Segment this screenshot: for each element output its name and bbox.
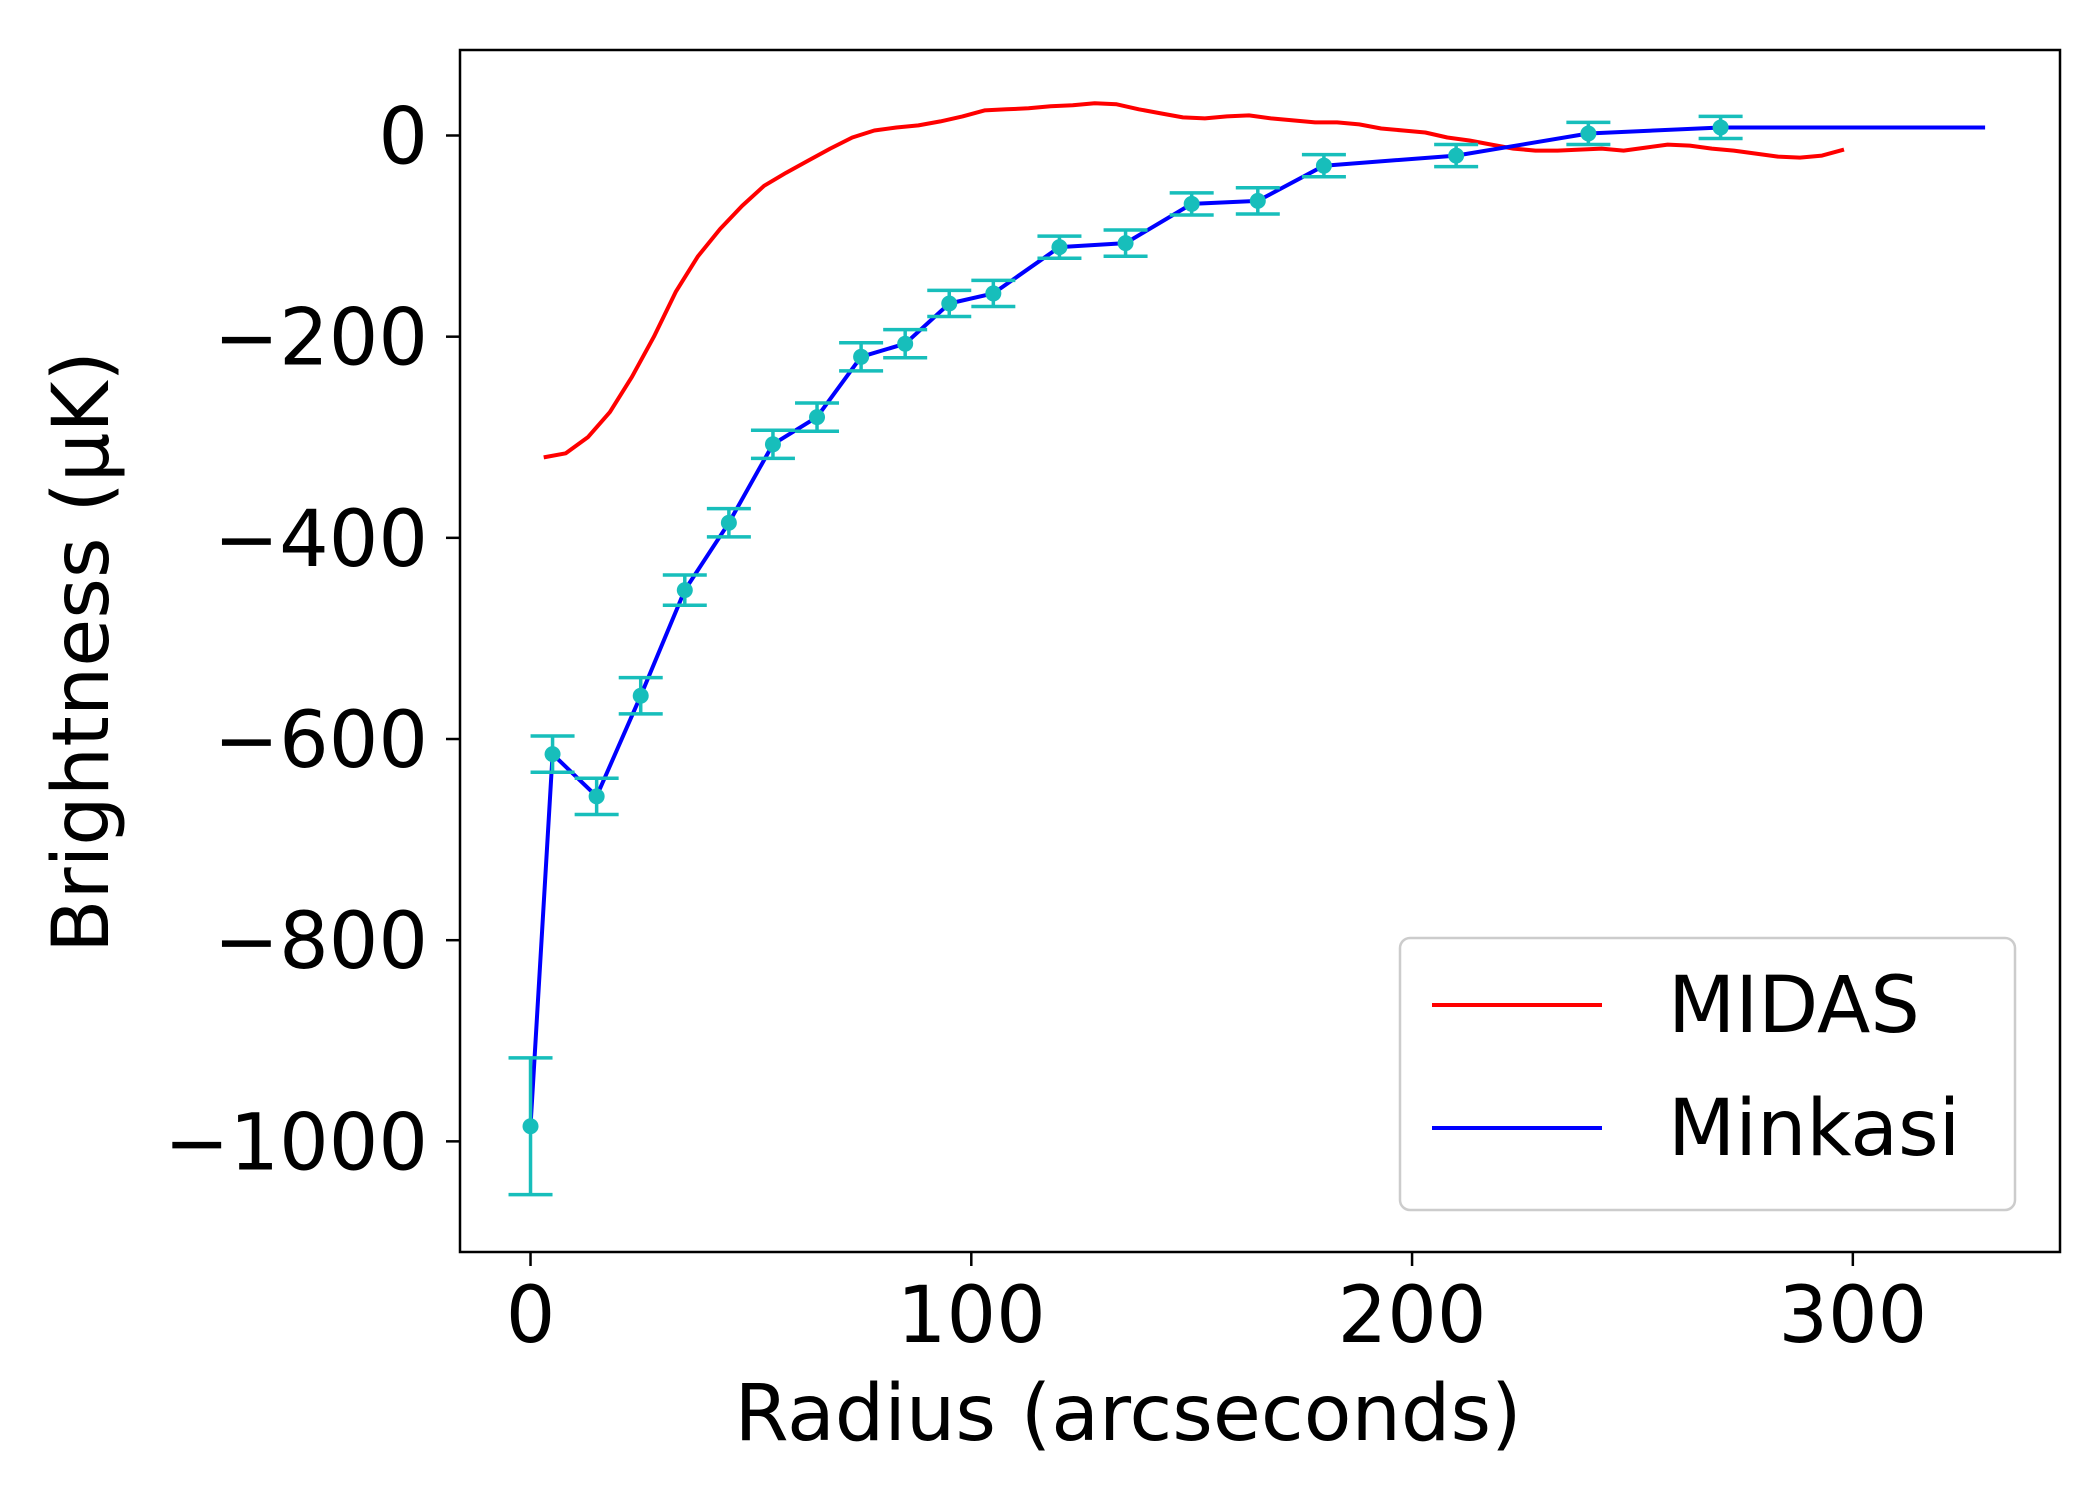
x-tick-label: 0 bbox=[506, 1271, 556, 1361]
errorbar bbox=[1698, 114, 1743, 141]
errorbar bbox=[618, 675, 663, 716]
data-point bbox=[720, 514, 737, 531]
errorbar bbox=[1103, 228, 1148, 258]
errorbar bbox=[1434, 142, 1479, 169]
data-point bbox=[1712, 119, 1729, 136]
errorbar bbox=[662, 573, 707, 607]
errorbar bbox=[971, 278, 1016, 309]
errorbar bbox=[706, 506, 751, 539]
legend-label-minkasi: Minkasi bbox=[1668, 1084, 1960, 1174]
y-tick-label: −400 bbox=[214, 495, 428, 585]
errorbar bbox=[750, 428, 795, 461]
plot-frame bbox=[458, 48, 2062, 1254]
errorbar bbox=[1235, 186, 1280, 216]
data-point bbox=[809, 409, 826, 426]
series-line-midas bbox=[543, 101, 1845, 460]
y-axis: 0 −200 −400 −600 −800 −1000 bbox=[164, 92, 460, 1188]
data-point bbox=[1315, 157, 1332, 174]
errorbar bbox=[795, 401, 840, 433]
y-axis-title: Brightness (μK) bbox=[37, 351, 127, 953]
errorbar bbox=[508, 1056, 553, 1197]
x-axis-title: Radius (arcseconds) bbox=[734, 1369, 1521, 1459]
errorbar bbox=[574, 776, 619, 817]
errorbar bbox=[1037, 234, 1082, 260]
errorbar bbox=[883, 327, 928, 360]
data-point bbox=[544, 746, 561, 763]
y-tick-label: −600 bbox=[214, 696, 428, 786]
x-axis: 0 100 200 300 bbox=[506, 1252, 1927, 1361]
data-point bbox=[853, 348, 870, 365]
legend: MIDAS Minkasi bbox=[1398, 936, 2017, 1212]
errorbar-layer bbox=[508, 114, 1743, 1197]
data-point bbox=[1051, 239, 1068, 256]
y-tick-label: 0 bbox=[378, 92, 428, 182]
data-point bbox=[588, 788, 605, 805]
errorbar bbox=[530, 734, 575, 774]
data-point bbox=[676, 582, 693, 599]
data-point bbox=[1448, 147, 1465, 164]
legend-label-midas: MIDAS bbox=[1668, 961, 1920, 1051]
data-point bbox=[764, 436, 781, 453]
data-point bbox=[1249, 192, 1266, 209]
errorbar bbox=[1566, 120, 1611, 147]
data-point bbox=[897, 335, 914, 352]
data-point bbox=[1183, 195, 1200, 212]
x-tick-label: 100 bbox=[897, 1271, 1046, 1361]
errorbar bbox=[927, 288, 972, 319]
data-point bbox=[941, 295, 958, 312]
x-tick-label: 300 bbox=[1778, 1271, 1927, 1361]
data-point bbox=[1580, 125, 1597, 142]
data-point bbox=[1117, 235, 1134, 252]
data-point bbox=[985, 285, 1002, 302]
y-tick-label: −800 bbox=[214, 897, 428, 987]
y-tick-label: −200 bbox=[214, 294, 428, 384]
errorbar bbox=[1169, 191, 1214, 217]
errorbar bbox=[1301, 152, 1346, 179]
x-tick-label: 200 bbox=[1338, 1271, 1487, 1361]
y-tick-label: −1000 bbox=[164, 1098, 428, 1188]
errorbar bbox=[839, 340, 884, 373]
data-point bbox=[632, 687, 649, 704]
data-point bbox=[522, 1118, 539, 1135]
